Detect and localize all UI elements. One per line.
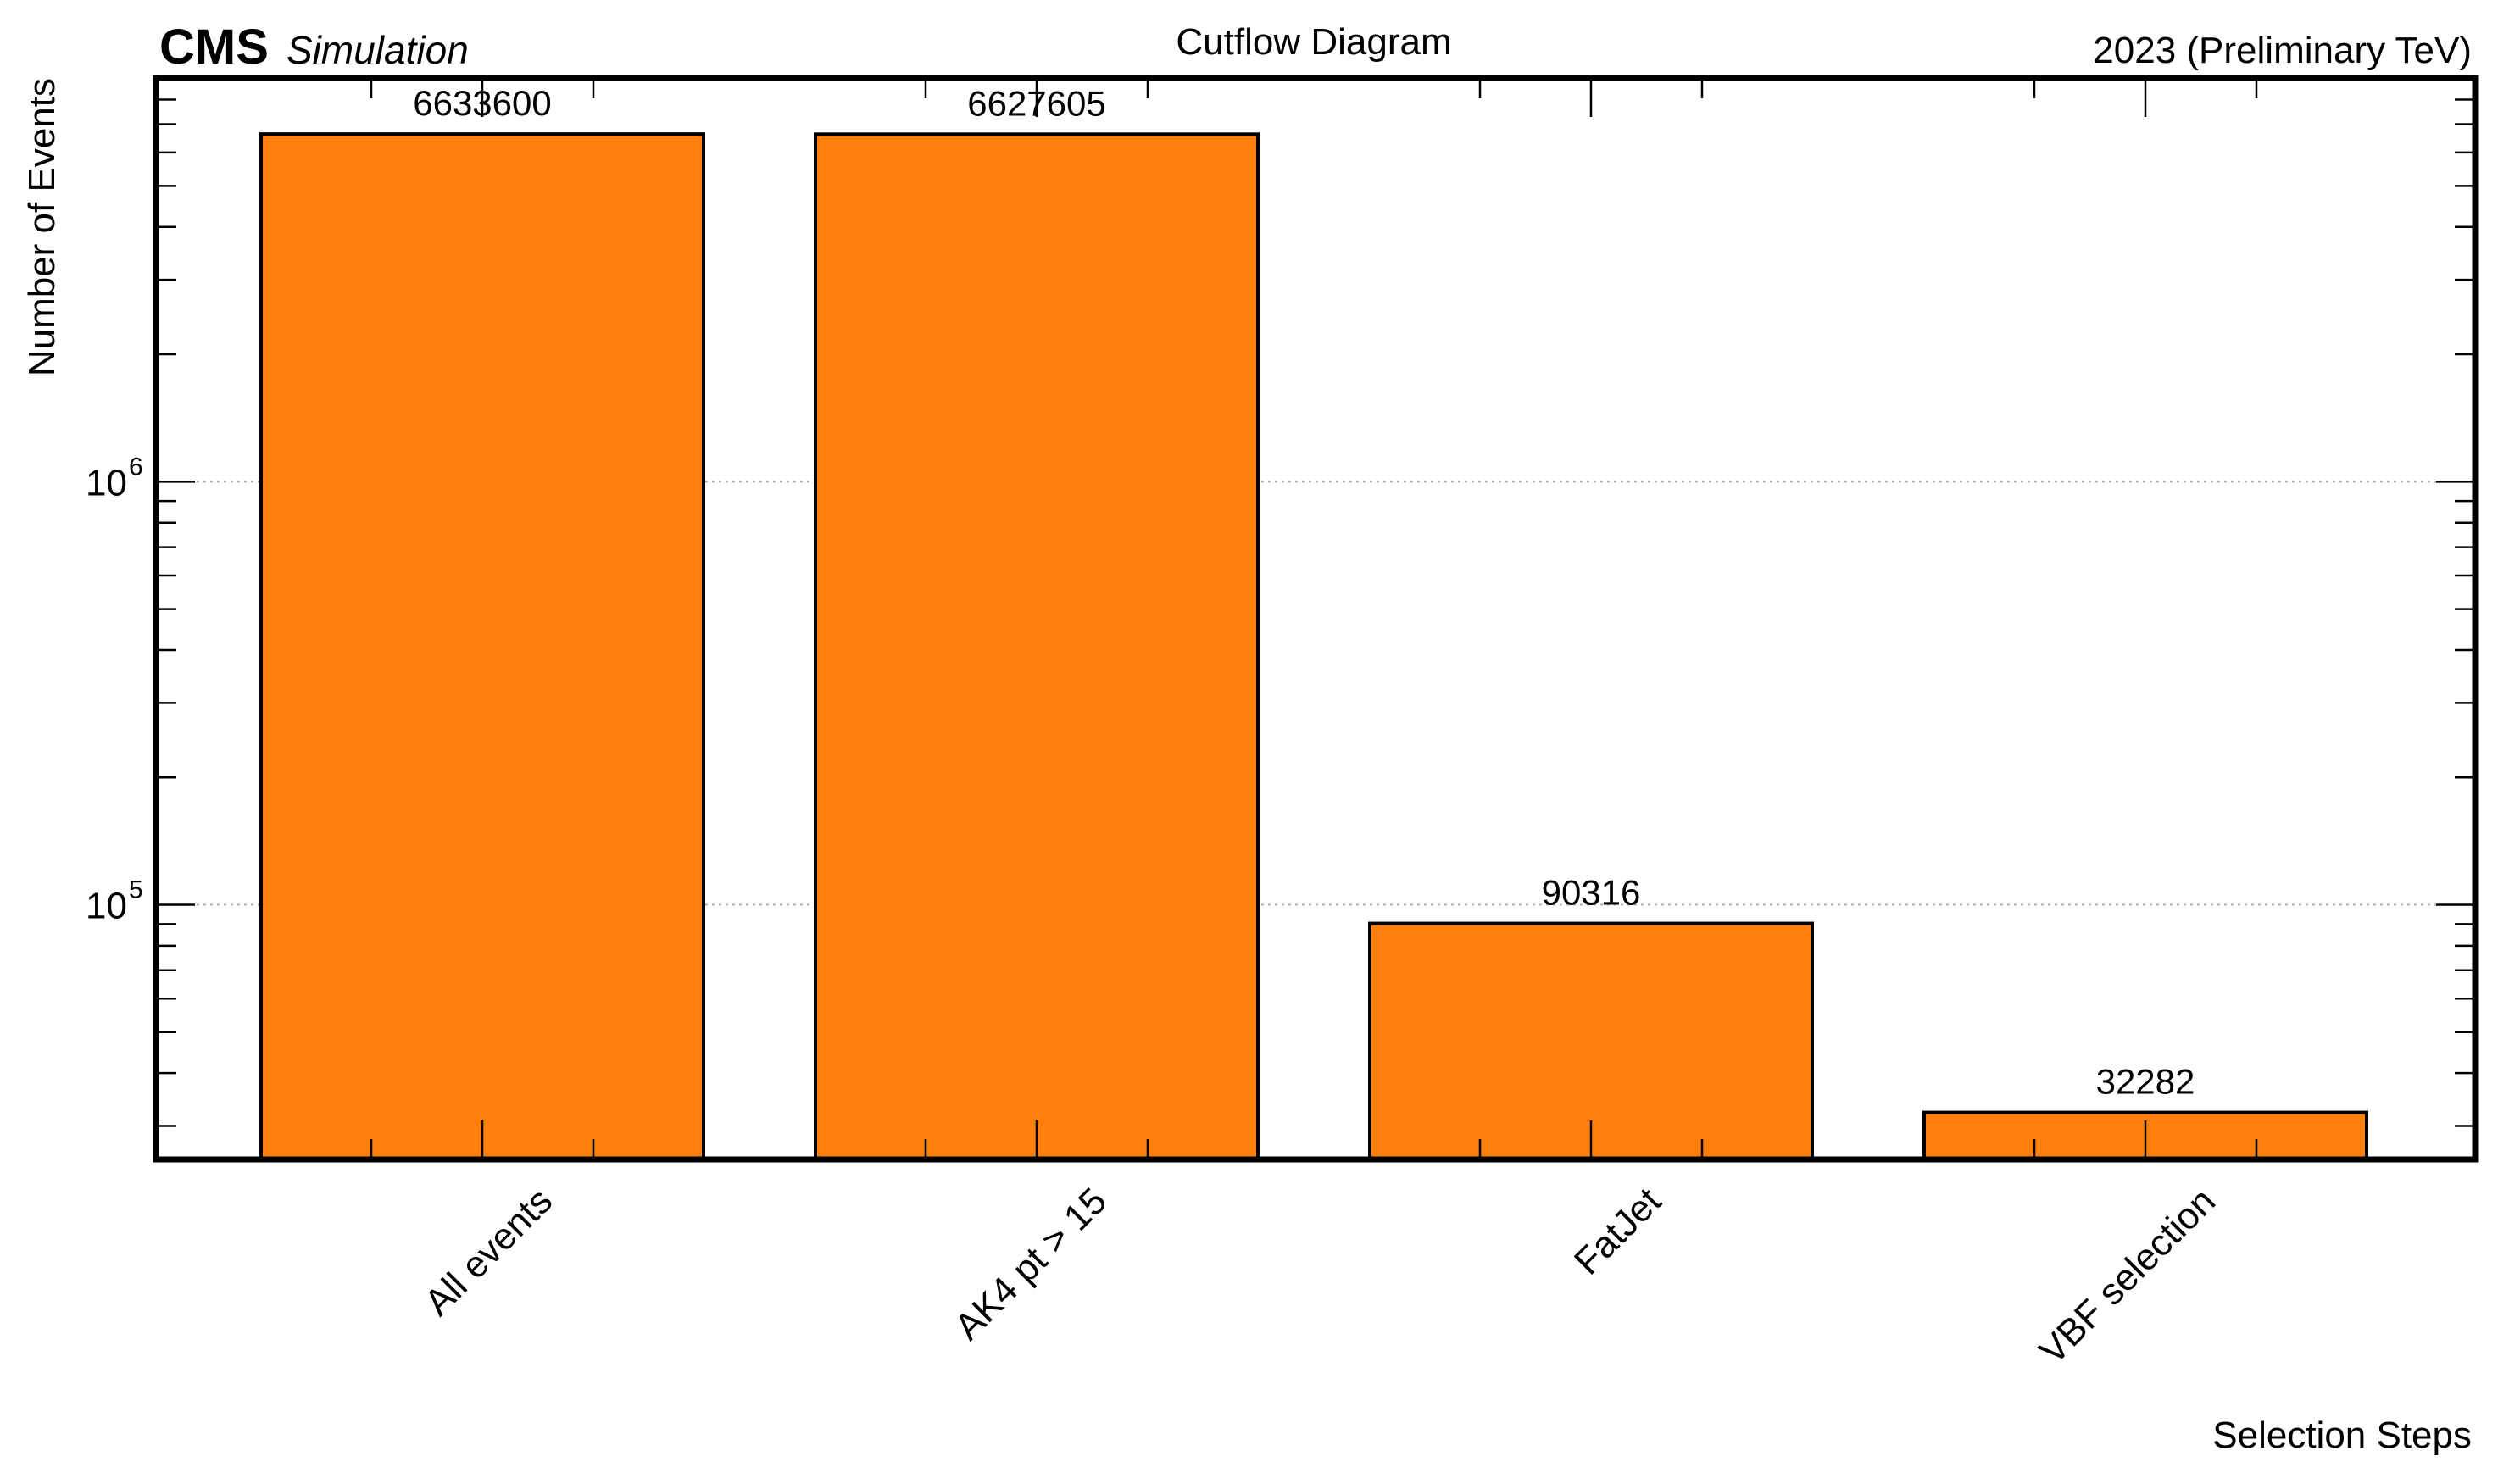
x-tick-label: VBF selection [2031, 1180, 2223, 1372]
bar [814, 132, 1260, 1161]
bar-value-label: 32282 [2096, 1062, 2195, 1102]
y-tick-label: 10 [86, 885, 127, 926]
header-right-label: 2023 (Preliminary TeV) [2093, 30, 2472, 71]
x-axis-label: Selection Steps [2212, 1415, 2472, 1456]
bar [1368, 921, 1814, 1162]
bars-layer [259, 132, 2368, 1162]
bar [259, 132, 705, 1161]
cms-label: CMS [159, 19, 269, 75]
y-tick-label: 10 [86, 462, 127, 503]
x-tick-label: AK4 pt > 15 [947, 1180, 1115, 1348]
x-tick-label: All events [417, 1180, 561, 1324]
bar-value-label: 6633600 [413, 83, 552, 123]
plot-frame [153, 75, 2479, 1163]
bar-value-label: 6627605 [967, 83, 1106, 123]
simulation-label: Simulation [287, 28, 469, 72]
chart-title: Cutflow Diagram [1176, 21, 1451, 63]
y-tick-exponent: 5 [129, 875, 143, 903]
x-tick-label: FatJet [1566, 1180, 1669, 1282]
y-axis-label: Number of Events [21, 78, 63, 376]
bar-value-label: 90316 [1542, 873, 1641, 913]
y-tick-exponent: 6 [129, 453, 143, 481]
